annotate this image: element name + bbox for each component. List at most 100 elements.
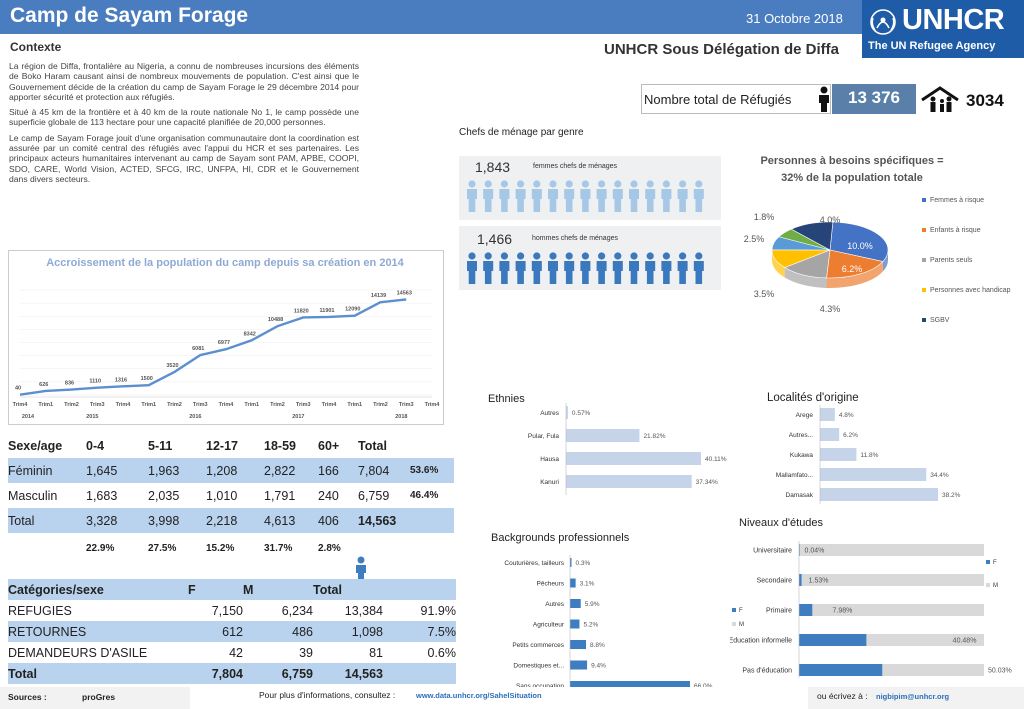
point-label: 11901 [320, 308, 335, 314]
point-label: 8342 [244, 331, 256, 337]
bar [799, 664, 883, 676]
total-refugees-label: Nombre total de Réfugiés [644, 92, 792, 107]
tick-label: Trim4 [116, 402, 132, 408]
legend-label: M [993, 583, 998, 589]
table-cell: 3,328 [86, 513, 118, 528]
bar-value-label: 50.03% [988, 668, 1012, 675]
year-label: 2018 [395, 414, 407, 420]
bar [820, 468, 927, 481]
pie-title-line1: Personnes à besoins spécifiques = [760, 155, 944, 167]
page-title: Camp de Sayam Forage [10, 4, 249, 27]
table-header-cell: Total [358, 438, 387, 453]
household-icon [921, 86, 959, 112]
year-label: 2015 [86, 414, 98, 420]
woman-icon [612, 180, 623, 212]
ethnies-bar-chart: Autres 0.57% Pular, Fula 21.82% Hausa 40.11% K… [528, 403, 727, 495]
bar [566, 452, 701, 465]
tick-label: Trim3 [399, 402, 414, 408]
bar [570, 558, 572, 567]
info-text: Pour plus d'informations, consultez : [259, 690, 396, 700]
bar-value-label: 21.82% [643, 433, 665, 440]
table-row: Féminin 1,645 1,963 1,208 2,822 166 7,804 53.6% [8, 458, 454, 483]
year-label: 2017 [292, 414, 304, 420]
legend-swatch [986, 583, 990, 587]
etudes-title: Niveaux d'études [739, 517, 824, 529]
table-cell: 486 [292, 624, 313, 639]
population-chart-title: Accroissement de la population du camp d… [46, 257, 404, 269]
bar-value-label: 40.48% [953, 638, 977, 645]
man-icon [629, 252, 639, 284]
bar [820, 448, 857, 461]
context-paragraph: Le camp de Sayam Forage jouit d'une orga… [9, 132, 359, 184]
bar-category-label: Autres [540, 410, 560, 417]
unhcr-emblem-icon [870, 9, 896, 35]
table-cell: 42 [229, 645, 243, 660]
man-icon [548, 252, 558, 284]
man-icon [677, 252, 688, 284]
table-header-cell: 5-11 [148, 438, 173, 453]
man-icon [483, 252, 494, 284]
tick-label: Trim3 [296, 402, 311, 408]
row-percent [410, 508, 454, 533]
localites-title: Localités d'origine [767, 392, 859, 404]
bar [799, 574, 802, 586]
table-row: RETOURNES 612 486 1,098 7.5% [8, 621, 456, 642]
age-sex-table: Sexe/age 0-4 5-11 12-17 18-59 60+ Total Féminin… [8, 433, 454, 563]
year-label: 2016 [189, 414, 201, 420]
percent-row: 22.9% 27.5% 15.2% 31.7% 2.8% [8, 533, 454, 563]
bar-category-label: Autres... [789, 432, 813, 439]
bar-category-label: Autres [545, 601, 565, 608]
pie-slice-label: 3.5% [754, 289, 775, 299]
population-chart-frame [8, 250, 444, 425]
email-link[interactable]: nigbipim@unhcr.org [876, 692, 950, 701]
bar-category-label: Sans occupation [516, 683, 564, 690]
table-header-cell: F [188, 582, 196, 597]
man-icon [693, 252, 704, 284]
table-cell: 13,384 [344, 603, 383, 618]
logo-tagline: The UN Refugee Agency [868, 40, 996, 52]
bar [570, 640, 586, 649]
category-sex-table: Catégories/sexe F M Total REFUGIES 7,150 6,234… [8, 579, 456, 684]
ethnies-title: Ethnies [488, 393, 525, 405]
footer: Sources : proGres Pour plus d'informatio… [0, 687, 1024, 709]
table-cell: 406 [318, 513, 339, 528]
pie-slice-label: 2.5% [744, 234, 765, 244]
point-label: 40 [15, 386, 21, 392]
table-cell: 1,010 [206, 488, 238, 503]
man-icon [515, 252, 526, 284]
woman-icon [499, 180, 510, 212]
bar-value-label: 6.2% [843, 432, 858, 439]
bar-category-label: Petits commerces [512, 642, 564, 649]
bar-value-label: 66.0% [694, 683, 713, 690]
context-text: La région de Diffa, frontalière au Niger… [9, 61, 359, 189]
table-cell: 6,759 [358, 488, 390, 503]
tick-label: Trim4 [322, 402, 338, 408]
pie-slice [790, 221, 834, 251]
table-cell: 1,645 [86, 463, 118, 478]
legend-label: F [739, 608, 743, 614]
tick-label: Trim4 [13, 402, 29, 408]
woman-icon [531, 180, 542, 212]
woman-icon [580, 180, 591, 212]
table-row: REFUGIES 7,150 6,234 13,384 91.9% [8, 600, 456, 621]
table-row: Masculin 1,683 2,035 1,010 1,791 240 6,759 46.4… [8, 483, 454, 508]
pie-slice [826, 249, 884, 279]
woman-icon [629, 180, 639, 212]
bar-value-label: 37.34% [696, 479, 718, 486]
pie-legend-item: SGBV [922, 316, 1018, 325]
bar-value-label: 0.04% [805, 548, 825, 555]
write-text: ou écrivez à : [817, 691, 868, 701]
legend-label: Parents seuls [930, 257, 973, 264]
pie-legend-item: Personnes avec handicap [922, 286, 1018, 295]
point-label: 12090 [345, 307, 360, 313]
footer-email-box [808, 687, 1024, 709]
bar-category-label: Hausa [540, 456, 559, 463]
pie-slice-label: 6.2% [842, 264, 863, 274]
man-icon [645, 252, 656, 284]
table-cell: 2,035 [148, 488, 180, 503]
info-link[interactable]: www.data.unhcr.org/SahelSituation [416, 691, 542, 700]
row-percent: 91.9% [420, 603, 456, 618]
bar [570, 599, 581, 608]
woman-icon [596, 180, 607, 212]
